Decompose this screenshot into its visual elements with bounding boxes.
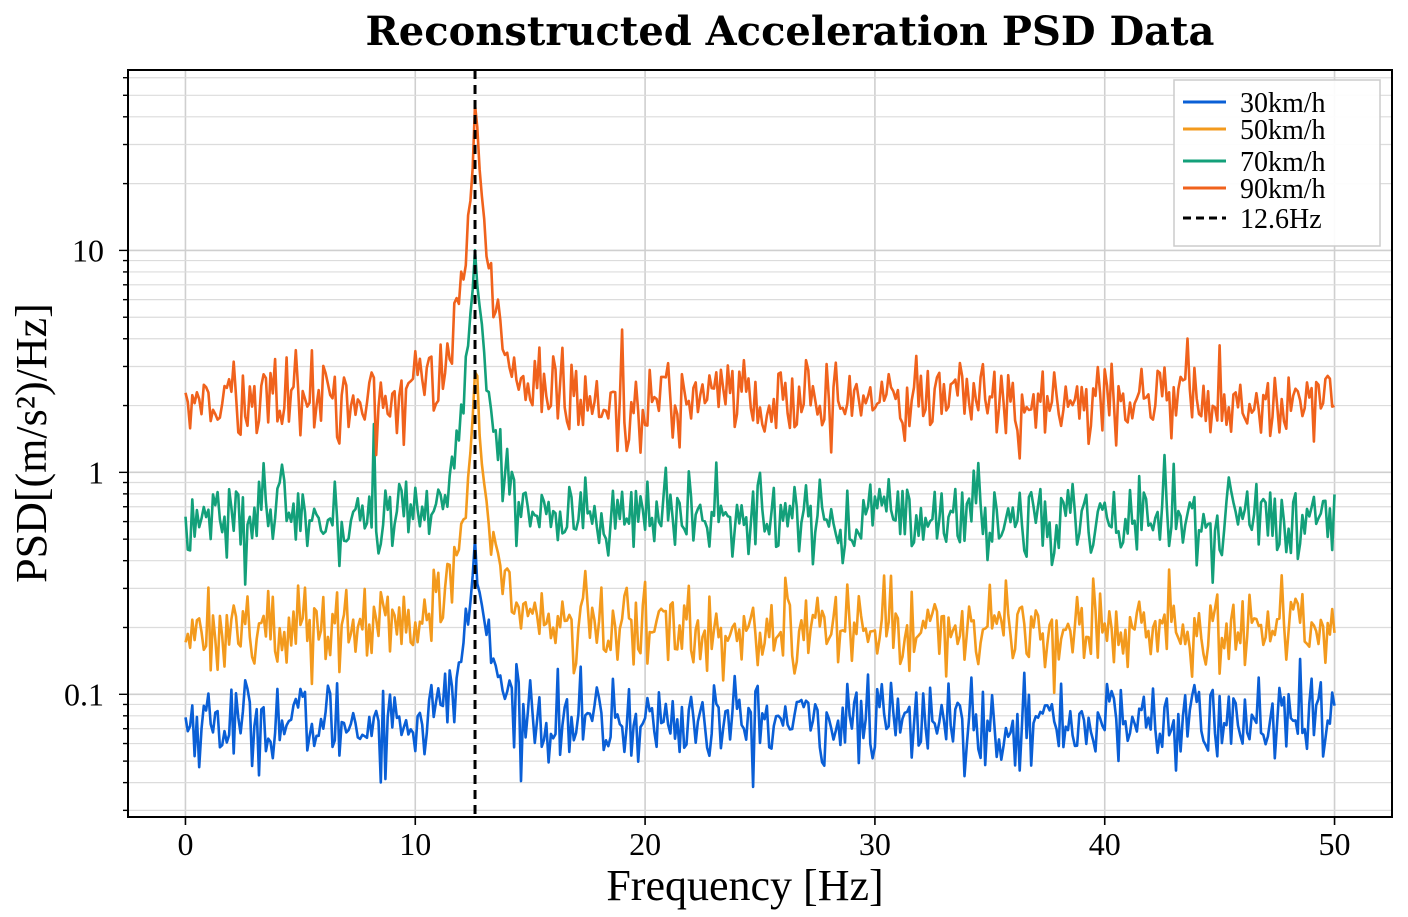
y-tick-label: 1 — [88, 454, 104, 490]
legend-label: 30km/h — [1240, 88, 1326, 119]
x-tick-label: 10 — [399, 826, 431, 862]
series-line-70km-per-h — [184, 248, 1336, 586]
series-line-90km-per-h — [184, 103, 1335, 460]
y-axis-label: PSD[(m/s²)/Hz] — [7, 303, 56, 583]
legend-label: 70km/h — [1240, 147, 1326, 178]
x-tick-labels: 0 10 20 30 40 50 — [177, 826, 1350, 862]
plot-frame — [127, 69, 1393, 818]
series-line-30km-per-h — [184, 537, 1336, 789]
legend-label: 90km/h — [1240, 174, 1326, 205]
x-axis-label: Frequency [Hz] — [606, 861, 883, 910]
x-tick-label: 0 — [177, 826, 193, 862]
x-tick-label: 50 — [1319, 826, 1351, 862]
legend-box — [1173, 79, 1381, 247]
y-tick-label: 10 — [72, 232, 104, 268]
x-tick-label: 30 — [859, 826, 891, 862]
series-group — [184, 103, 1336, 789]
chart-title: Reconstructed Acceleration PSD Data — [366, 8, 1215, 55]
y-tick-label: 0.1 — [64, 676, 104, 712]
series-line-50km-per-h — [184, 370, 1336, 695]
x-tick-label: 20 — [629, 826, 661, 862]
axis-ticks — [119, 77, 1336, 825]
y-tick-labels: 0.1 1 10 — [64, 232, 104, 712]
x-tick-label: 40 — [1089, 826, 1121, 862]
legend-label: 50km/h — [1240, 115, 1326, 146]
legend-label: 12.6Hz — [1240, 204, 1322, 235]
